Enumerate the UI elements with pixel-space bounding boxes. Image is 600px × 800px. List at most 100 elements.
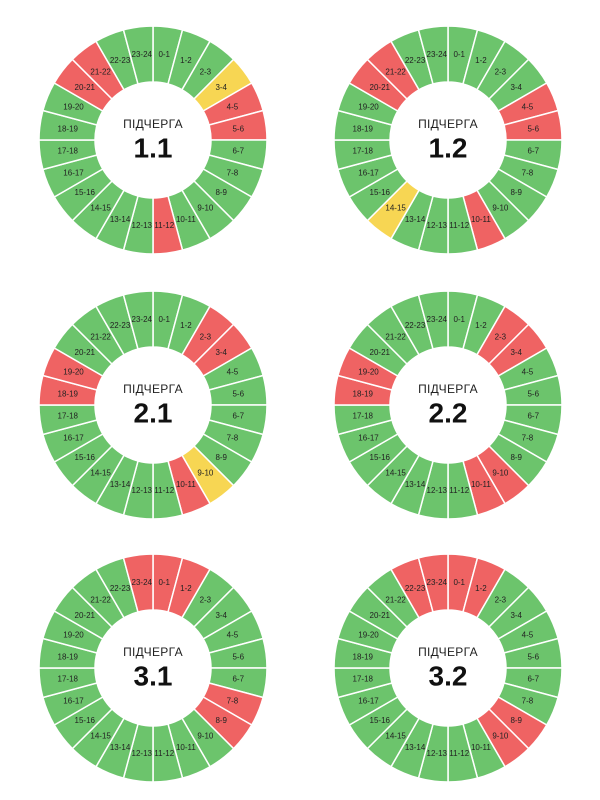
hour-label: 5-6 xyxy=(527,652,539,661)
hour-label: 23-24 xyxy=(132,315,153,324)
hour-label: 7-8 xyxy=(227,696,239,705)
hour-label: 8-9 xyxy=(510,453,522,462)
hour-label: 23-24 xyxy=(132,50,153,59)
hour-label: 4-5 xyxy=(522,103,534,112)
hour-label: 5-6 xyxy=(232,124,244,133)
hour-label: 17-18 xyxy=(58,412,79,421)
subqueue-number: 2.1 xyxy=(134,398,173,429)
subqueue-number: 3.2 xyxy=(429,661,468,692)
hour-label: 1-2 xyxy=(475,56,487,65)
hour-label: 16-17 xyxy=(63,168,84,177)
hour-label: 2-3 xyxy=(495,67,507,76)
hour-label: 21-22 xyxy=(90,67,111,76)
ring-chart-1.2: 0-1 1-2 2-33-4 4-5 5-6 6-7 7-8 8-99-1010-1111-1… xyxy=(333,25,563,255)
hour-label: 9-10 xyxy=(492,469,509,478)
hour-label: 5-6 xyxy=(527,389,539,398)
hour-label: 3-4 xyxy=(215,83,227,92)
ring-chart-2.1: 0-1 1-2 2-33-4 4-5 5-6 6-7 7-8 8-99-1010-1111-1… xyxy=(38,290,268,520)
ring-center xyxy=(95,82,211,198)
hour-label: 13-14 xyxy=(110,743,131,752)
hour-label: 8-9 xyxy=(215,188,227,197)
hour-label: 14-15 xyxy=(385,469,406,478)
hour-label: 8-9 xyxy=(215,716,227,725)
hour-label: 19-20 xyxy=(358,631,379,640)
hour-label: 23-24 xyxy=(427,50,448,59)
hour-label: 3-4 xyxy=(510,611,522,620)
hour-label: 7-8 xyxy=(522,696,534,705)
hour-label: 19-20 xyxy=(358,368,379,377)
hour-label: 0-1 xyxy=(158,578,170,587)
hour-label: 3-4 xyxy=(510,348,522,357)
hour-label: 7-8 xyxy=(522,433,534,442)
hour-label: 13-14 xyxy=(405,743,426,752)
subqueue-title: ПІДЧЕРГА xyxy=(418,645,478,659)
hour-label: 16-17 xyxy=(358,433,379,442)
hour-label: 12-13 xyxy=(427,486,448,495)
hour-label: 18-19 xyxy=(353,652,374,661)
hour-label: 22-23 xyxy=(110,584,131,593)
hour-label: 17-18 xyxy=(353,412,374,421)
hour-label: 9-10 xyxy=(197,469,214,478)
hour-segment-23-24 xyxy=(417,290,449,350)
hour-label: 22-23 xyxy=(405,56,426,65)
hour-label: 10-11 xyxy=(176,215,196,224)
hour-label: 20-21 xyxy=(370,611,391,620)
hour-label: 1-2 xyxy=(180,56,192,65)
hour-segment-23-24 xyxy=(417,25,449,85)
hour-label: 2-3 xyxy=(200,332,212,341)
subqueue-number: 1.1 xyxy=(134,133,173,164)
hour-label: 0-1 xyxy=(453,50,465,59)
hour-label: 1-2 xyxy=(475,584,487,593)
hour-label: 6-7 xyxy=(232,675,244,684)
hour-label: 16-17 xyxy=(63,433,84,442)
hour-label: 0-1 xyxy=(453,315,465,324)
hour-label: 11-12 xyxy=(154,486,174,495)
hour-label: 18-19 xyxy=(58,124,79,133)
hour-label: 21-22 xyxy=(90,332,111,341)
hour-label: 15-16 xyxy=(370,716,391,725)
subqueue-title: ПІДЧЕРГА xyxy=(123,117,183,131)
hour-label: 8-9 xyxy=(215,453,227,462)
hour-label: 9-10 xyxy=(492,732,509,741)
subqueue-number: 1.2 xyxy=(429,133,468,164)
hour-label: 6-7 xyxy=(527,675,539,684)
hour-label: 3-4 xyxy=(215,348,227,357)
hour-label: 21-22 xyxy=(385,595,406,604)
hour-label: 23-24 xyxy=(427,578,448,587)
hour-label: 14-15 xyxy=(90,469,111,478)
hour-label: 19-20 xyxy=(63,103,84,112)
hour-label: 2-3 xyxy=(200,595,212,604)
hour-label: 23-24 xyxy=(427,315,448,324)
hour-label: 11-12 xyxy=(449,486,469,495)
hour-label: 18-19 xyxy=(58,652,79,661)
hour-label: 8-9 xyxy=(510,716,522,725)
hour-label: 2-3 xyxy=(200,67,212,76)
hour-label: 7-8 xyxy=(227,168,239,177)
hour-label: 12-13 xyxy=(427,749,448,758)
hour-label: 0-1 xyxy=(453,578,465,587)
hour-label: 6-7 xyxy=(232,147,244,156)
hour-label: 15-16 xyxy=(75,188,96,197)
ring-chart-3.2: 0-1 1-2 2-33-4 4-5 5-6 6-7 7-8 8-99-1010-1111-1… xyxy=(333,553,563,783)
hour-label: 17-18 xyxy=(353,147,374,156)
hour-label: 21-22 xyxy=(385,67,406,76)
hour-label: 8-9 xyxy=(510,188,522,197)
hour-label: 9-10 xyxy=(197,732,214,741)
hour-label: 16-17 xyxy=(358,168,379,177)
hour-label: 4-5 xyxy=(522,631,534,640)
hour-label: 4-5 xyxy=(227,103,239,112)
hour-label: 13-14 xyxy=(110,215,131,224)
hour-label: 12-13 xyxy=(132,749,153,758)
hour-label: 10-11 xyxy=(471,215,491,224)
hour-label: 13-14 xyxy=(405,480,426,489)
hour-label: 17-18 xyxy=(58,147,79,156)
hour-label: 13-14 xyxy=(110,480,131,489)
ring-chart-3.1: 0-1 1-2 2-33-4 4-5 5-6 6-7 7-8 8-99-1010-1111-1… xyxy=(38,553,268,783)
hour-label: 3-4 xyxy=(215,611,227,620)
hour-label: 1-2 xyxy=(180,584,192,593)
ring-center xyxy=(390,610,506,726)
hour-label: 10-11 xyxy=(176,743,196,752)
hour-label: 16-17 xyxy=(63,696,84,705)
hour-label: 22-23 xyxy=(405,584,426,593)
